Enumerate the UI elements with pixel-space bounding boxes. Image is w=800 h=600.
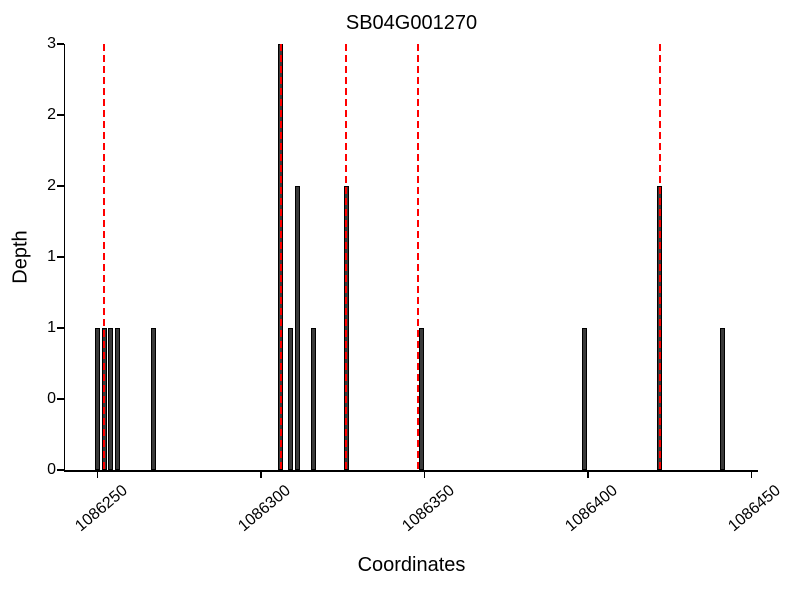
y-tick-mark: [57, 114, 64, 116]
x-tick-mark: [260, 471, 262, 478]
y-tick-label: 2: [47, 106, 56, 123]
x-axis-label: Coordinates: [357, 554, 466, 576]
marker-line: [103, 44, 106, 470]
marker-line: [658, 44, 661, 470]
x-tick-mark: [96, 471, 99, 478]
y-tick-mark: [57, 398, 64, 400]
depth-bar: [310, 328, 316, 470]
chart-title: SB04G001270: [345, 12, 478, 34]
y-tick-mark: [57, 469, 64, 471]
depth-bar: [719, 328, 725, 470]
x-tick-mark: [587, 471, 589, 478]
y-tick-label: 2: [47, 177, 56, 194]
y-tick-mark: [57, 43, 64, 45]
y-tick-label: 1: [47, 248, 56, 265]
y-axis-line: [63, 44, 65, 472]
depth-bar: [294, 186, 300, 470]
y-tick-label: 3: [47, 35, 56, 52]
y-tick-label: 1: [47, 319, 56, 336]
y-tick-mark: [57, 185, 64, 187]
depth-bar: [418, 328, 424, 470]
y-tick-label: 0: [47, 461, 56, 478]
marker-line: [279, 44, 282, 470]
depth-bar: [150, 328, 156, 470]
marker-line: [417, 44, 420, 470]
x-axis-line: [63, 470, 758, 472]
depth-bar: [288, 328, 294, 470]
depth-bar: [95, 328, 101, 470]
depth-bar: [114, 328, 120, 470]
depth-bar: [108, 328, 114, 470]
x-tick-mark: [750, 471, 753, 478]
x-tick-mark: [423, 471, 426, 478]
y-tick-label: 0: [47, 390, 56, 407]
y-tick-mark: [57, 327, 64, 329]
marker-line: [345, 44, 348, 470]
depth-bar: [582, 328, 588, 470]
y-tick-mark: [57, 256, 64, 258]
